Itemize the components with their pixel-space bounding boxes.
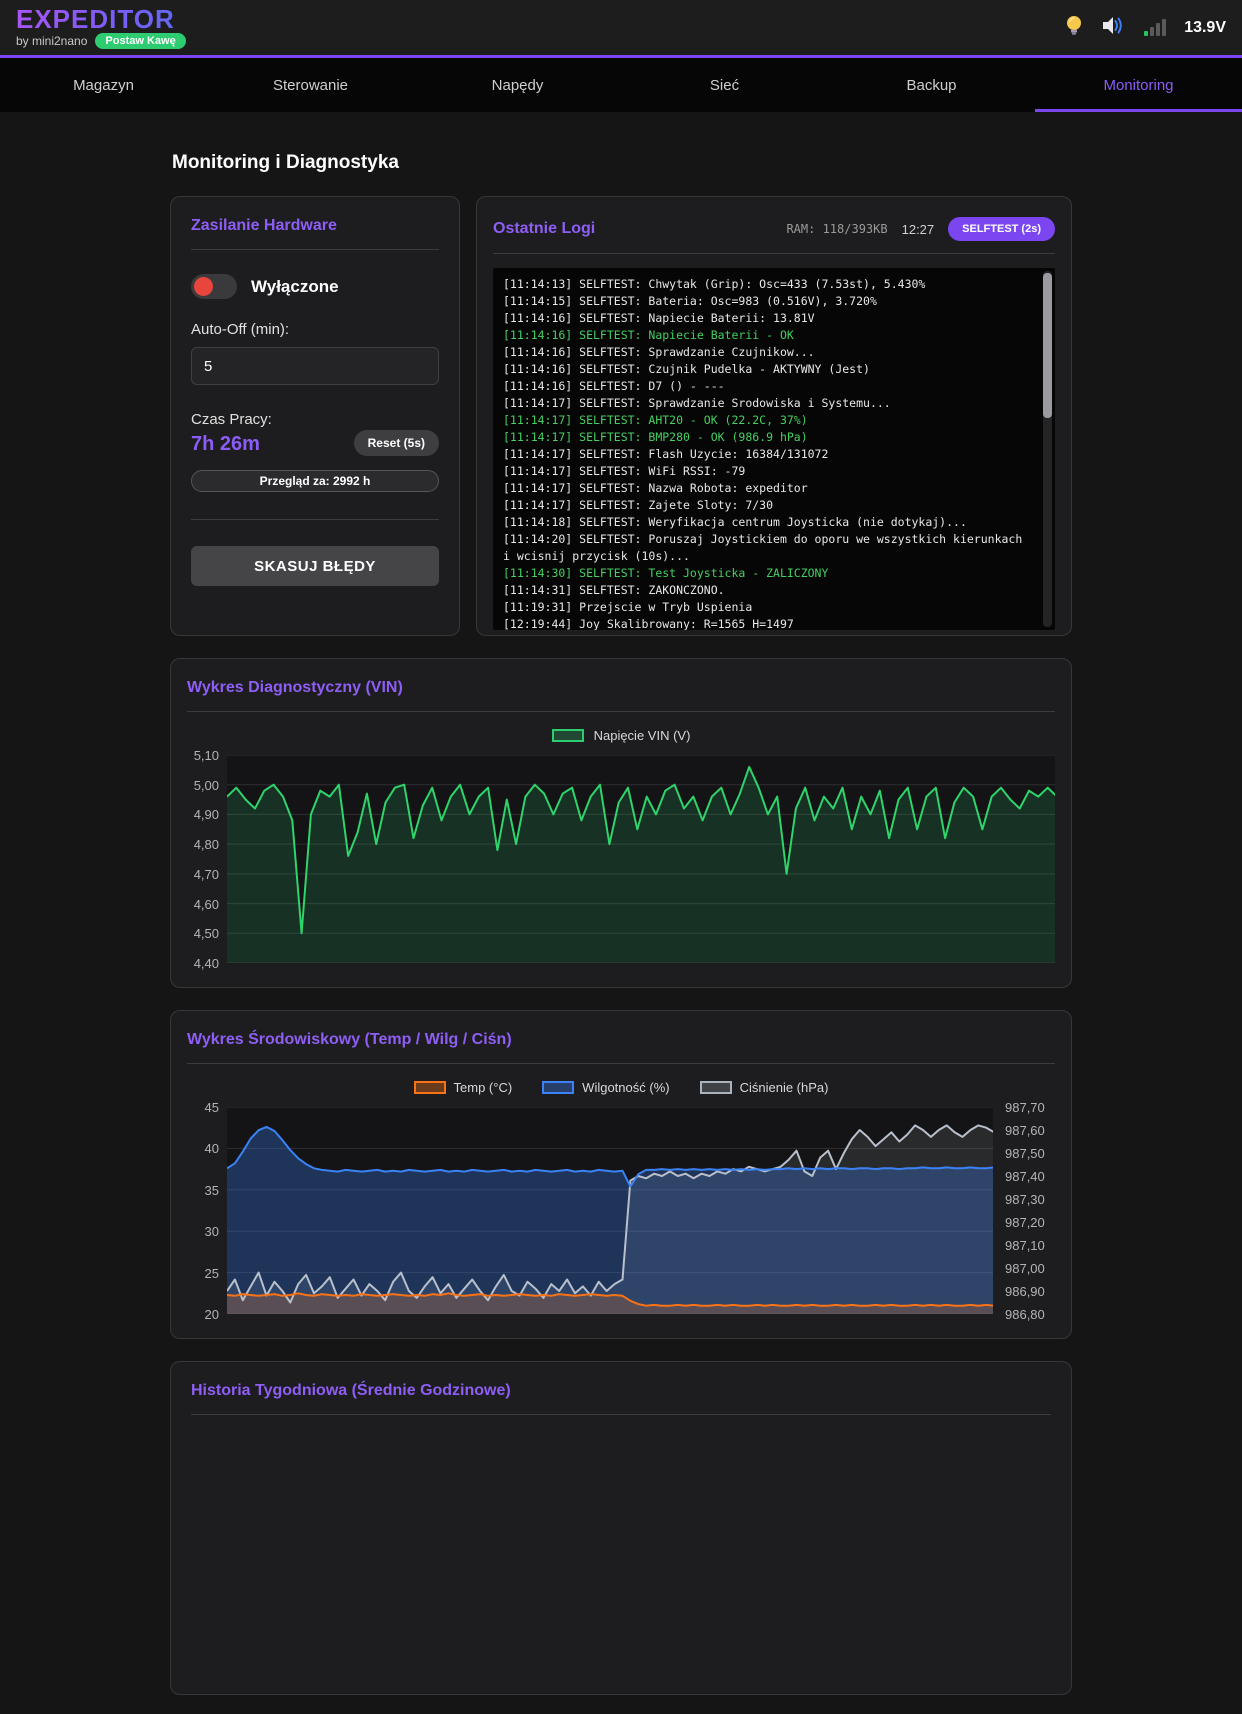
signal-bars-icon	[1144, 19, 1166, 36]
uptime-value: 7h 26m	[191, 433, 260, 456]
nav-item-backup[interactable]: Backup	[828, 58, 1035, 112]
log-line: [11:14:17] SELFTEST: Sprawdzanie Srodowi…	[503, 395, 1033, 412]
log-line: [11:14:16] SELFTEST: Czujnik Pudelka - A…	[503, 361, 1033, 378]
log-line: [11:14:20] SELFTEST: Poruszaj Joystickie…	[503, 531, 1033, 565]
log-line: [11:19:31] Przejscie w Tryb Uspienia	[503, 599, 1033, 616]
env-right-y-axis: 987,70987,60987,50987,40987,30987,20987,…	[993, 1107, 1055, 1314]
nav-item-siec[interactable]: Sieć	[621, 58, 828, 112]
clear-errors-button[interactable]: SKASUJ BŁĘDY	[191, 546, 439, 586]
vin-legend-swatch	[552, 729, 584, 742]
temp-legend-swatch	[414, 1081, 446, 1094]
voltage-readout: 13.9V	[1184, 19, 1226, 37]
service-countdown-bar: Przegląd za: 2992 h	[191, 470, 439, 492]
vin-legend: Napięcie VIN (V)	[187, 728, 1055, 743]
log-line: [11:14:17] SELFTEST: Nazwa Robota: exped…	[503, 480, 1033, 497]
topbar: EXPEDITOR by mini2nano Postaw Kawę 13.9V	[0, 0, 1242, 55]
history-panel: Historia Tygodniowa (Średnie Godzinowe)	[170, 1361, 1072, 1695]
clock: 12:27	[902, 222, 935, 237]
nav-item-monitoring[interactable]: Monitoring	[1035, 58, 1242, 112]
autooff-label: Auto-Off (min):	[191, 321, 439, 338]
divider	[191, 519, 439, 520]
divider	[187, 711, 1055, 712]
nav-item-magazyn[interactable]: Magazyn	[0, 58, 207, 112]
log-line: [11:14:16] SELFTEST: Napiecie Baterii: 1…	[503, 310, 1033, 327]
log-console[interactable]: [11:14:13] SELFTEST: Chwytak (Grip): Osc…	[493, 268, 1055, 630]
log-line: [11:14:17] SELFTEST: BMP280 - OK (986.9 …	[503, 429, 1033, 446]
log-line: [11:14:17] SELFTEST: WiFi RSSI: -79	[503, 463, 1033, 480]
divider	[191, 249, 439, 250]
env-left-y-axis: 454035302520	[187, 1107, 227, 1314]
pressure-legend-label: Ciśnienie (hPa)	[740, 1080, 829, 1095]
env-chart-title: Wykres Środowiskowy (Temp / Wilg / Ciśn)	[187, 1031, 1055, 1049]
env-chart	[227, 1107, 993, 1314]
bulb-icon[interactable]	[1064, 15, 1084, 41]
nav-item-napedy[interactable]: Napędy	[414, 58, 621, 112]
power-toggle-label: Wyłączone	[251, 277, 339, 297]
log-line: [11:14:15] SELFTEST: Bateria: Osc=983 (0…	[503, 293, 1033, 310]
power-toggle[interactable]	[191, 274, 237, 299]
log-line: [11:14:16] SELFTEST: Sprawdzanie Czujnik…	[503, 344, 1033, 361]
divider	[493, 253, 1055, 254]
vin-legend-label: Napięcie VIN (V)	[594, 728, 691, 743]
power-panel-title: Zasilanie Hardware	[191, 217, 439, 235]
log-scrollbar-thumb[interactable]	[1043, 273, 1052, 418]
power-panel: Zasilanie Hardware Wyłączone Auto-Off (m…	[170, 196, 460, 636]
pressure-legend-swatch	[700, 1081, 732, 1094]
main-nav: Magazyn Sterowanie Napędy Sieć Backup Mo…	[0, 55, 1242, 112]
vin-chart-panel: Wykres Diagnostyczny (VIN) Napięcie VIN …	[170, 658, 1072, 988]
page-title: Monitoring i Diagnostyka	[172, 152, 1072, 174]
humidity-legend-swatch	[542, 1081, 574, 1094]
log-scrollbar[interactable]	[1043, 271, 1052, 627]
divider	[187, 1063, 1055, 1064]
history-panel-title: Historia Tygodniowa (Średnie Godzinowe)	[191, 1382, 1051, 1400]
ram-usage: RAM: 118/393KB	[786, 222, 887, 236]
autooff-input[interactable]	[191, 347, 439, 385]
speaker-icon[interactable]	[1102, 16, 1126, 40]
log-line: [12:19:44] Joy Skalibrowany: R=1565 H=14…	[503, 616, 1033, 630]
main-content: Monitoring i Diagnostyka Zasilanie Hardw…	[170, 112, 1072, 1695]
log-line: [11:14:30] SELFTEST: Test Joysticka - ZA…	[503, 565, 1033, 582]
selftest-button[interactable]: SELFTEST (2s)	[948, 217, 1055, 241]
toggle-knob	[194, 277, 213, 296]
reset-button[interactable]: Reset (5s)	[354, 430, 439, 456]
log-line: [11:14:17] SELFTEST: Zajete Sloty: 7/30	[503, 497, 1033, 514]
log-line: [11:14:17] SELFTEST: AHT20 - OK (22.2C, …	[503, 412, 1033, 429]
nav-item-sterowanie[interactable]: Sterowanie	[207, 58, 414, 112]
log-line: [11:14:16] SELFTEST: Napiecie Baterii - …	[503, 327, 1033, 344]
humidity-legend-label: Wilgotność (%)	[582, 1080, 669, 1095]
vin-chart	[227, 755, 1055, 963]
log-line: [11:14:31] SELFTEST: ZAKONCZONO.	[503, 582, 1033, 599]
log-line: [11:14:13] SELFTEST: Chwytak (Grip): Osc…	[503, 276, 1033, 293]
logo-block: EXPEDITOR by mini2nano Postaw Kawę	[16, 6, 186, 49]
app-logo: EXPEDITOR	[16, 6, 186, 32]
donate-badge[interactable]: Postaw Kawę	[95, 33, 185, 49]
log-line: [11:14:18] SELFTEST: Weryfikacja centrum…	[503, 514, 1033, 531]
vin-y-axis: 5,105,004,904,804,704,604,504,40	[187, 755, 227, 963]
byline: by mini2nano	[16, 34, 87, 48]
log-line: [11:14:17] SELFTEST: Flash Uzycie: 16384…	[503, 446, 1033, 463]
temp-legend-label: Temp (°C)	[454, 1080, 513, 1095]
log-line: [11:14:16] SELFTEST: D7 () - ---	[503, 378, 1033, 395]
logs-panel: Ostatnie Logi RAM: 118/393KB 12:27 SELFT…	[476, 196, 1072, 636]
vin-chart-title: Wykres Diagnostyczny (VIN)	[187, 679, 1055, 697]
logs-panel-title: Ostatnie Logi	[493, 220, 595, 238]
uptime-label: Czas Pracy:	[191, 411, 439, 428]
env-legend: Temp (°C) Wilgotność (%) Ciśnienie (hPa)	[187, 1080, 1055, 1095]
divider	[191, 1414, 1051, 1415]
log-lines: [11:14:13] SELFTEST: Chwytak (Grip): Osc…	[503, 276, 1033, 630]
env-chart-panel: Wykres Środowiskowy (Temp / Wilg / Ciśn)…	[170, 1010, 1072, 1339]
